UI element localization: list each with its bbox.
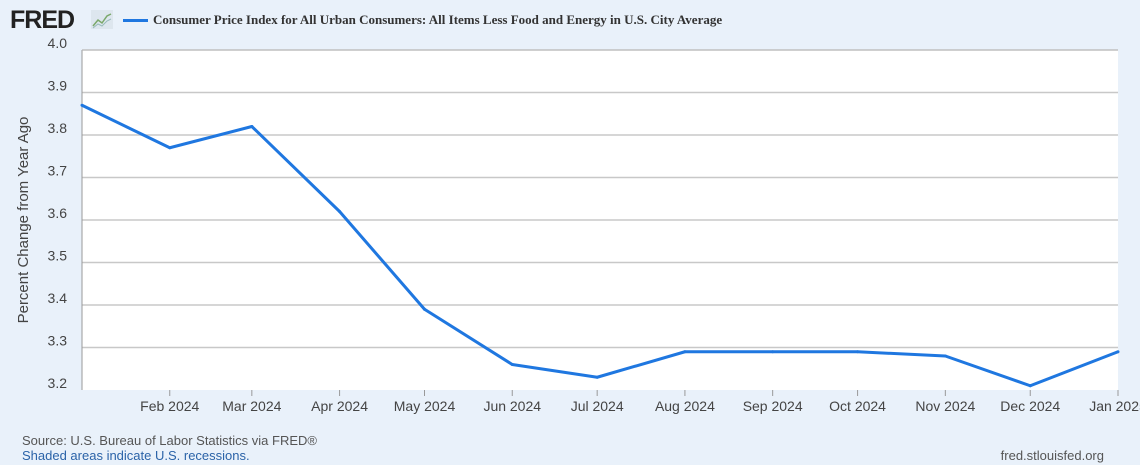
x-tick-label: Apr 2024 [311,398,368,414]
x-tick-label: Jun 2024 [483,398,541,414]
data-point [683,350,687,354]
x-tick-label: Aug 2024 [655,398,715,414]
y-tick-label: 3.4 [48,290,68,306]
y-tick-label: 3.6 [48,205,68,221]
data-point [595,375,599,379]
data-point [771,350,775,354]
x-tick-label: Dec 2024 [1000,398,1060,414]
chart-title: Consumer Price Index for All Urban Consu… [153,12,723,27]
data-point [1028,384,1032,388]
line-chart-icon [91,10,113,29]
source-note: Source: U.S. Bureau of Labor Statistics … [22,433,317,448]
x-tick-label: Mar 2024 [222,398,281,414]
y-tick-label: 3.3 [48,333,68,349]
data-point [423,307,427,311]
data-point [250,125,254,128]
x-tick-label: Jan 2025 [1089,398,1140,414]
y-tick-label: 3.2 [48,375,68,391]
fred-logo[interactable]: FRED [10,6,75,34]
site-link[interactable]: fred.stlouisfed.org [1000,448,1104,463]
data-point [1116,350,1120,354]
x-tick-label: Nov 2024 [915,398,975,414]
y-tick-label: 3.9 [48,78,68,94]
y-tick-label: 4.0 [48,35,68,51]
x-tick-label: Sep 2024 [743,398,803,414]
y-tick-label: 3.7 [48,163,68,179]
x-tick-label: Oct 2024 [829,398,886,414]
x-tick-label: Feb 2024 [140,398,199,414]
y-axis-label: Percent Change from Year Ago [15,117,32,324]
recession-note: Shaded areas indicate U.S. recessions. [22,448,250,463]
data-point [943,354,947,358]
legend-swatch [123,19,148,22]
y-tick-label: 3.5 [48,248,68,264]
x-tick-label: Jul 2024 [571,398,624,414]
data-point [856,350,860,354]
data-point [168,146,172,150]
y-tick-label: 3.8 [48,120,68,136]
x-tick-label: May 2024 [394,398,456,414]
data-point [80,103,84,107]
data-point [338,210,342,213]
data-point [510,363,514,366]
